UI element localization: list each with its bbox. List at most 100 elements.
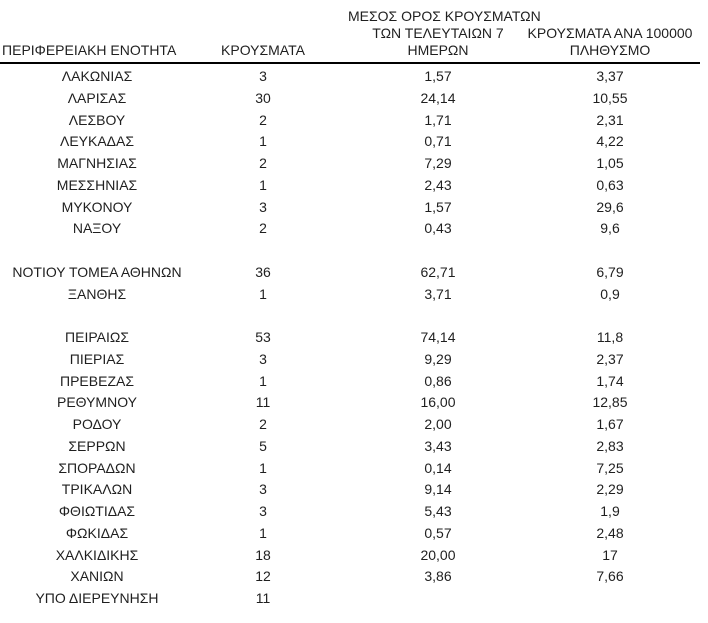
avg-7day-cell: 3,43 [424,437,452,454]
per-100k-cell [520,588,700,610]
per-100k-cell: 7,66 [596,568,624,585]
region-cell: ΠΙΕΡΙΑΣ [69,350,125,367]
per-100k-cell: 1,67 [596,416,624,432]
region-cell: ΦΘΙΩΤΙΔΑΣ [58,503,136,519]
per-100k-cell: 0,9 [600,285,620,302]
table-row: ΦΘΙΩΤΙΔΑΣ 3 5,43 1,9 [0,501,708,523]
cases-cell: 36 [255,263,271,280]
per-100k-cell: 4,22 [596,133,624,150]
cases-cell: 1 [259,372,267,389]
table-row: ΛΑΡΙΣΑΣ 30 24,14 10,55 [0,88,708,110]
avg-7day-cell: 1,57 [424,68,452,84]
per-100k-cell: 1,9 [600,503,620,519]
cases-cell: 1 [259,285,267,302]
per-100k-cell: 2,48 [596,524,624,541]
region-cell: ΧΑΛΚΙΔΙΚΗΣ [55,546,139,563]
region-cell: ΡΕΘΥΜΝΟΥ [56,394,137,411]
column-header-avg-7day: ΜΕΣΟΣ ΟΡΟΣ ΚΡΟΥΣΜΑΤΩΝ ΤΩΝ ΤΕΛΕΥΤΑΙΩΝ 7 Η… [348,8,541,58]
table-row: ΠΙΕΡΙΑΣ 3 9,29 2,37 [0,349,708,371]
cases-cell: 1 [259,524,267,541]
table-row: ΡΕΘΥΜΝΟΥ 11 16,00 12,85 [0,392,708,414]
cases-cell: 1 [259,459,267,476]
cases-cell: 1 [259,133,267,150]
avg-7day-cell: 62,71 [420,263,456,280]
region-cell: ΣΠΟΡΑΔΩΝ [58,459,136,476]
avg-7day-cell: 74,14 [420,329,456,345]
table-row: ΜΥΚΟΝΟΥ 3 1,57 29,6 [0,197,708,219]
table-row: ΛΕΣΒΟΥ 2 1,71 2,31 [0,110,708,132]
table-row: ΜΑΓΝΗΣΙΑΣ 2 7,29 1,05 [0,153,708,175]
per-100k-cell: 3,37 [596,68,624,84]
table-row: ΣΕΡΡΩΝ 5 3,43 2,83 [0,436,708,458]
column-header-cases: ΚΡΟΥΣΜΑΤΑ [221,42,305,58]
avg-7day-cell: 3,86 [424,568,452,585]
cases-cell [194,240,332,262]
cases-cell: 11 [255,590,271,606]
avg-7day-cell: 0,14 [424,459,452,476]
region-cell: ΝΟΤΙΟΥ ΤΟΜΕΑ ΑΘΗΝΩΝ [12,263,182,280]
per-100k-cell: 0,63 [596,176,624,193]
region-cell [0,240,194,262]
column-header-region: ΠΕΡΙΦΕΡΕΙΑΚΗ ΕΝΟΤΗΤΑ [2,42,177,58]
table-row: ΜΕΣΣΗΝΙΑΣ 1 2,43 0,63 [0,175,708,197]
cases-cell: 3 [259,481,267,498]
cases-cell: 2 [259,155,267,171]
region-cell: ΤΡΙΚΑΛΩΝ [61,481,133,498]
avg-7day-cell: 2,43 [424,176,452,193]
region-cell [0,305,194,327]
table-row: ΡΟΔΟΥ 2 2,00 1,67 [0,414,708,436]
table-row: ΤΡΙΚΑΛΩΝ 3 9,14 2,29 [0,479,708,501]
table-row: ΧΑΝΙΩΝ 12 3,86 7,66 [0,566,708,588]
cases-cell: 3 [259,350,267,367]
per-100k-cell: 2,37 [596,350,624,367]
table-row: ΣΠΟΡΑΔΩΝ 1 0,14 7,25 [0,458,708,480]
table-row: ΠΕΙΡΑΙΩΣ 53 74,14 11,8 [0,327,708,349]
avg-7day-cell [348,305,528,327]
avg-7day-cell: 20,00 [420,546,456,563]
per-100k-cell [520,305,700,327]
avg-7day-cell: 3,71 [424,285,452,302]
column-header-per-100k: ΚΡΟΥΣΜΑΤΑ ΑΝΑ 100000 ΠΛΗΘΥΣΜΟ [527,25,693,58]
avg-7day-cell: 0,57 [424,524,452,541]
table-row: ΥΠΟ ΔΙΕΡΕΥΝΗΣΗ 11 [0,588,708,610]
avg-7day-cell: 24,14 [420,89,456,106]
per-100k-cell: 6,79 [596,263,624,280]
cases-cell: 18 [255,546,271,563]
region-cell: ΛΑΡΙΣΑΣ [67,89,127,106]
avg-7day-cell: 2,00 [424,416,452,432]
cases-cell [194,305,332,327]
region-cell: ΧΑΝΙΩΝ [70,568,124,585]
per-100k-cell: 2,31 [596,111,624,128]
avg-7day-cell: 0,71 [424,133,452,150]
cases-cell: 53 [255,329,271,345]
avg-7day-cell: 0,86 [424,372,452,389]
region-cell: ΡΟΔΟΥ [72,416,122,432]
table-row: ΝΟΤΙΟΥ ΤΟΜΕΑ ΑΘΗΝΩΝ 36 62,71 6,79 [0,262,708,284]
region-cell: ΦΩΚΙΔΑΣ [65,524,129,541]
cases-cell: 2 [259,111,267,128]
cases-cell: 30 [255,89,271,106]
per-100k-cell: 11,8 [596,329,624,345]
region-cell: ΜΑΓΝΗΣΙΑΣ [57,155,137,171]
per-100k-cell: 2,83 [596,437,624,454]
per-100k-cell [520,240,700,262]
cases-cell: 3 [259,198,267,215]
cases-cell: 11 [255,394,271,411]
region-cell: ΝΑΞΟΥ [72,220,122,237]
avg-7day-cell: 1,71 [424,111,452,128]
region-cell: ΥΠΟ ΔΙΕΡΕΥΝΗΣΗ [35,590,159,606]
per-100k-cell: 9,6 [600,220,620,237]
cases-cell: 1 [259,176,267,193]
avg-7day-cell: 0,43 [424,220,452,237]
cases-cell: 3 [259,503,267,519]
avg-7day-cell: 7,29 [424,155,452,171]
per-100k-cell: 10,55 [592,89,628,106]
per-100k-cell: 12,85 [592,394,628,411]
cases-cell: 2 [259,416,267,432]
per-100k-cell: 1,74 [596,372,624,389]
table-row: ΝΑΞΟΥ 2 0,43 9,6 [0,218,708,240]
avg-7day-cell: 5,43 [424,503,452,519]
region-cell: ΠΡΕΒΕΖΑΣ [59,372,134,389]
table-row: ΛΑΚΩΝΙΑΣ 3 1,57 3,37 [0,66,708,88]
header-rule [0,62,700,64]
